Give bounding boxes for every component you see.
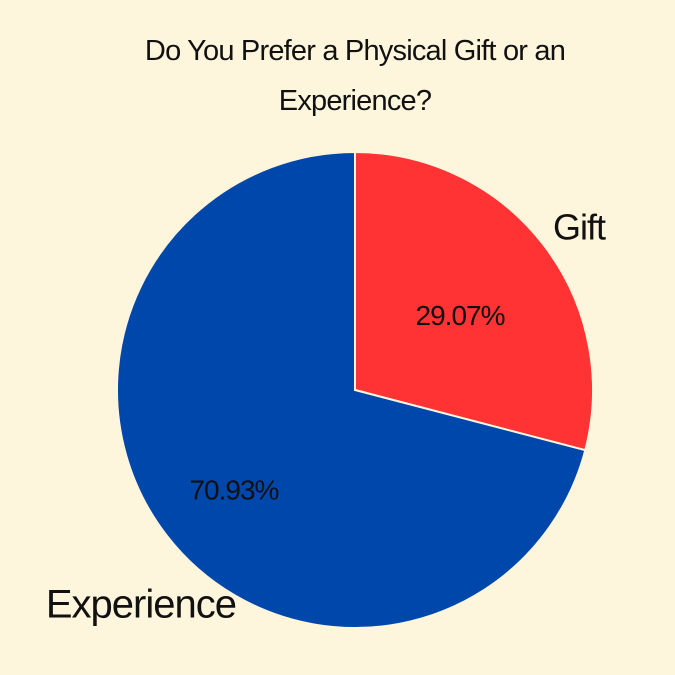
category-label: Experience xyxy=(46,583,236,627)
category-label: Gift xyxy=(553,207,606,248)
value-label: 29.07% xyxy=(416,300,505,331)
pie-slice xyxy=(354,150,594,452)
value-label: 70.93% xyxy=(189,475,278,506)
pie-slice xyxy=(116,150,587,629)
chart-title: Do You Prefer a Physical Gift or an Expe… xyxy=(144,35,566,117)
